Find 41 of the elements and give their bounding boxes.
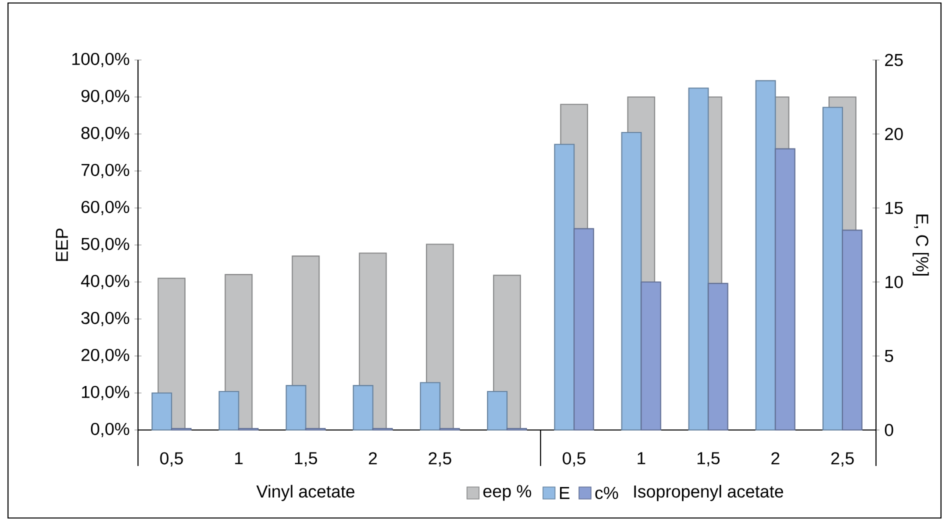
- y-tick-label: 0,0%: [90, 422, 130, 438]
- y2-axis-title: E, C [%]: [912, 214, 929, 276]
- y2-tick-label: 15: [886, 202, 903, 214]
- x-tick-label: 2,5: [831, 452, 854, 467]
- x-tick-label: 2: [368, 452, 377, 464]
- bar: [420, 382, 440, 431]
- legend-label: E: [560, 487, 570, 499]
- y-tick-label: 40,0%: [81, 274, 130, 290]
- x-tick-label: 2: [771, 452, 780, 464]
- y-tick-label: 80,0%: [81, 126, 130, 142]
- y2-tick-label: 5: [884, 350, 894, 362]
- bar: [755, 80, 776, 431]
- bar: [487, 390, 508, 431]
- y-tick-label: 70,0%: [82, 164, 130, 178]
- legend-label: c%: [595, 486, 618, 500]
- y-tick-label: 10,0%: [82, 386, 130, 400]
- y2-tick-label: 20: [885, 128, 903, 140]
- text: Isopropenyl acetate: [634, 484, 784, 502]
- x-tick-label: 1,5: [295, 452, 318, 466]
- y-tick-label: 60,0%: [82, 200, 130, 216]
- y2-tick-label: 10: [886, 276, 903, 288]
- y2-tick-label: 25: [885, 54, 903, 66]
- y-tick-label: 50,0%: [81, 238, 130, 252]
- x-tick-label: 1: [235, 452, 243, 464]
- bar: [152, 392, 172, 431]
- y-tick-label: 20,0%: [82, 348, 130, 364]
- y-tick-label: 100,0%: [72, 52, 130, 68]
- x-tick-label: 1,5: [698, 452, 720, 466]
- bar: [352, 385, 374, 431]
- y-axis-title: EEP: [56, 228, 68, 261]
- bar: [218, 390, 240, 431]
- x-tick-label: 2,5: [428, 452, 452, 467]
- y2-tick-label: 0: [884, 424, 894, 436]
- x-tick-label: 1: [638, 452, 646, 464]
- y-tick-label: 90,0%: [81, 90, 130, 104]
- y-tick-label: 30,0%: [81, 312, 130, 326]
- x-tick-label: 0,5: [562, 452, 586, 467]
- text: Vinyl acetate: [256, 484, 354, 502]
- legend-label: eep %: [483, 485, 532, 501]
- x-tick-label: 0,5: [160, 452, 183, 467]
- bar: [286, 385, 306, 431]
